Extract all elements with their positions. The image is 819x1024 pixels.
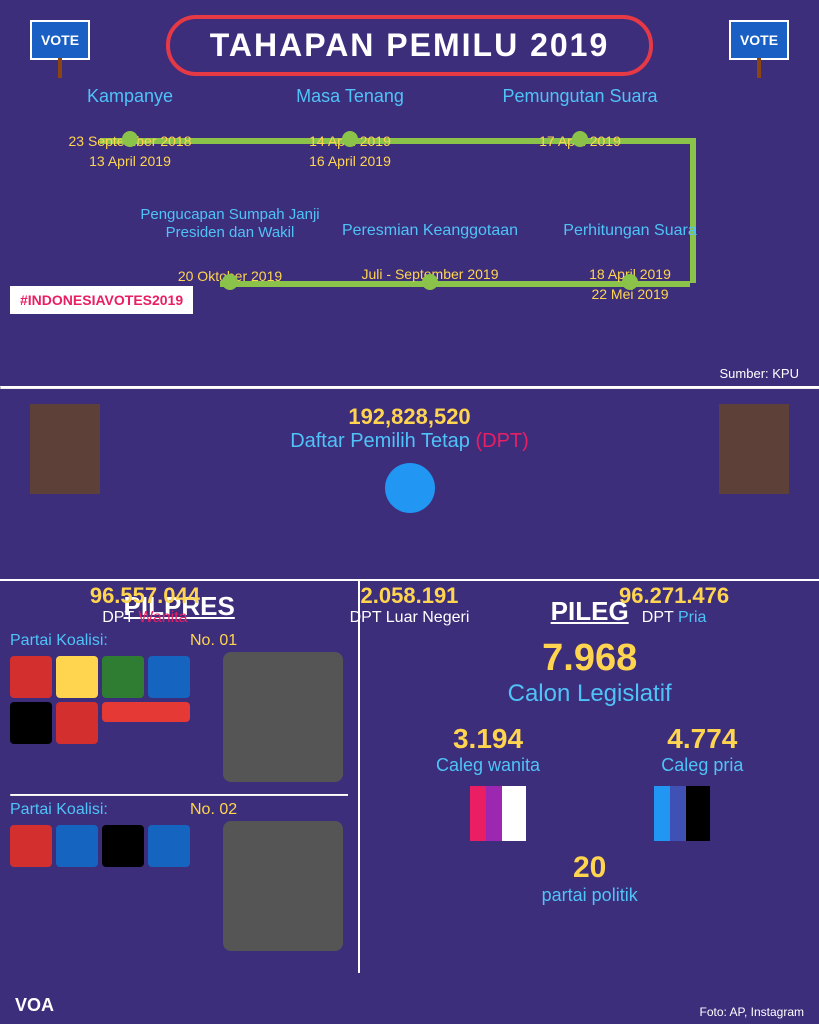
party-logo bbox=[56, 702, 98, 744]
candidate-number: No. 01 bbox=[190, 632, 237, 650]
source-label: Sumber: KPU bbox=[720, 366, 799, 381]
politik-label: partai politik bbox=[542, 885, 638, 905]
party-logo bbox=[148, 656, 190, 698]
label: Caleg wanita bbox=[436, 755, 540, 776]
candidate-photo bbox=[223, 652, 343, 782]
dpt-num: 96.271.476 bbox=[619, 583, 729, 609]
stage-perhitungan: Perhitungan Suara 18 April 201922 Mei 20… bbox=[530, 221, 730, 304]
politik-num: 20 bbox=[573, 851, 606, 884]
koalisi-2: Partai Koalisi: No. 02 bbox=[10, 801, 348, 951]
num: 4.774 bbox=[661, 723, 743, 755]
party-grid bbox=[10, 825, 190, 867]
hashtag-badge: #INDONESIAVOTES2019 bbox=[10, 286, 193, 314]
party-logo bbox=[102, 656, 144, 698]
politik-count: 20 partai politik bbox=[375, 851, 804, 906]
party-grid bbox=[10, 656, 190, 744]
dpt-num: 2.058.191 bbox=[350, 583, 470, 609]
person-icon bbox=[686, 786, 710, 841]
party-logo bbox=[148, 825, 190, 867]
stage-title: Peresmian Keanggotaan bbox=[330, 221, 530, 240]
dpt-luar-negeri: 2.058.191 DPT Luar Negeri bbox=[350, 583, 470, 627]
pileg-main-label: Calon Legislatif bbox=[375, 680, 804, 708]
dpt-sublabel: DPT Wanita bbox=[90, 609, 200, 627]
party-logo bbox=[10, 656, 52, 698]
stage-title: Pengucapan Sumpah Janji Presiden dan Wak… bbox=[130, 206, 330, 242]
dpt-label: Daftar Pemilih Tetap (DPT) bbox=[15, 430, 804, 453]
people-icons bbox=[405, 786, 774, 841]
women-icon-group bbox=[474, 786, 522, 841]
party-logo bbox=[56, 656, 98, 698]
dpt-num: 96.557.044 bbox=[90, 583, 200, 609]
stage-masa-tenang: Masa Tenang 14 April 201916 April 2019 bbox=[250, 86, 450, 171]
koalisi-label: Partai Koalisi: bbox=[10, 632, 348, 650]
dpt-row: 96.557.044 DPT Wanita 2.058.191 DPT Luar… bbox=[15, 583, 804, 627]
men-icon-group bbox=[658, 786, 706, 841]
timeline-node bbox=[572, 131, 588, 147]
party-logo bbox=[10, 825, 52, 867]
timeline-node bbox=[622, 274, 638, 290]
dpt-section: 192,828,520 Daftar Pemilih Tetap (DPT) 9… bbox=[0, 389, 819, 579]
footer-logo: VOA bbox=[15, 995, 54, 1016]
timeline-node bbox=[422, 274, 438, 290]
timeline-node bbox=[122, 131, 138, 147]
party-logo bbox=[10, 702, 52, 744]
stage-kampanye: Kampanye 23 September 201813 April 2019 bbox=[30, 86, 230, 171]
candidate-photo bbox=[223, 821, 343, 951]
stage-title: Pemungutan Suara bbox=[480, 86, 680, 107]
caleg-wanita: 3.194 Caleg wanita bbox=[436, 723, 540, 776]
dpt-pria: 96.271.476 DPT Pria bbox=[619, 583, 729, 627]
timeline-node bbox=[222, 274, 238, 290]
caleg-pria: 4.774 Caleg pria bbox=[661, 723, 743, 776]
vote-sign-right: VOTE bbox=[729, 20, 789, 60]
candidate-number: No. 02 bbox=[190, 801, 237, 819]
party-logo bbox=[102, 825, 144, 867]
voting-booth-icon bbox=[719, 404, 789, 494]
footer-credit: Foto: AP, Instagram bbox=[699, 1005, 804, 1019]
party-logo bbox=[56, 825, 98, 867]
timeline: Kampanye 23 September 201813 April 2019 … bbox=[0, 86, 819, 386]
globe-icon bbox=[385, 463, 435, 513]
num: 3.194 bbox=[436, 723, 540, 755]
separator bbox=[10, 794, 348, 796]
stage-title: Kampanye bbox=[30, 86, 230, 107]
dpt-sublabel: DPT Pria bbox=[619, 609, 729, 627]
pilpres-section: PILPRES Partai Koalisi: No. 01 Partai Ko… bbox=[0, 581, 360, 973]
dpt-total: 192,828,520 bbox=[15, 404, 804, 430]
label: Caleg pria bbox=[661, 755, 743, 776]
stage-pengucapan: Pengucapan Sumpah Janji Presiden dan Wak… bbox=[130, 206, 330, 287]
stage-title: Perhitungan Suara bbox=[530, 221, 730, 240]
party-logo bbox=[102, 702, 190, 722]
person-icon bbox=[502, 786, 526, 841]
stage-pemungutan: Pemungutan Suara 17 April 2019 bbox=[480, 86, 680, 152]
pileg-section: PILEG 7.968 Calon Legislatif 3.194 Caleg… bbox=[360, 581, 819, 973]
stage-peresmian: Peresmian Keanggotaan Juli - September 2… bbox=[330, 221, 530, 285]
dpt-wanita: 96.557.044 DPT Wanita bbox=[90, 583, 200, 627]
pileg-breakdown: 3.194 Caleg wanita 4.774 Caleg pria bbox=[375, 723, 804, 776]
stage-title: Masa Tenang bbox=[250, 86, 450, 107]
koalisi-label: Partai Koalisi: bbox=[10, 801, 348, 819]
pileg-main-num: 7.968 bbox=[375, 637, 804, 680]
header: VOTE VOTE TAHAPAN PEMILU 2019 bbox=[0, 0, 819, 86]
page-title: TAHAPAN PEMILU 2019 bbox=[166, 15, 654, 76]
bottom-section: PILPRES Partai Koalisi: No. 01 Partai Ko… bbox=[0, 579, 819, 973]
koalisi-1: Partai Koalisi: No. 01 bbox=[10, 632, 348, 782]
vote-sign-left: VOTE bbox=[30, 20, 90, 60]
dpt-sublabel: DPT Luar Negeri bbox=[350, 609, 470, 627]
timeline-node bbox=[342, 131, 358, 147]
voting-booth-icon bbox=[30, 404, 100, 494]
